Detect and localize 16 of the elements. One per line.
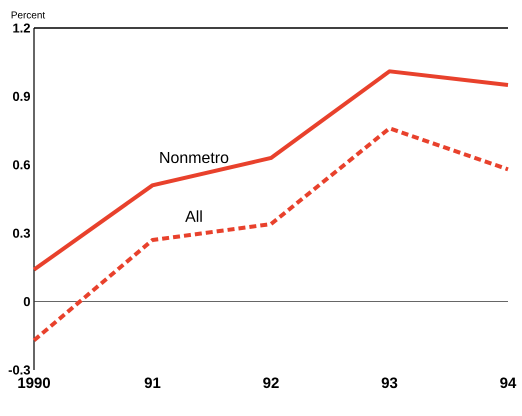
x-tick-label: 91 bbox=[144, 378, 160, 388]
y-tick-label: 0 bbox=[24, 297, 30, 306]
y-tick-label: 0.6 bbox=[12, 160, 30, 170]
y-axis-title: Percent bbox=[12, 12, 46, 18]
x-tick-label: 94 bbox=[500, 378, 516, 388]
y-tick-label: -0.3 bbox=[8, 365, 30, 375]
series-label: Nonmetro bbox=[160, 152, 228, 164]
line-series bbox=[32, 69, 510, 272]
series-label: All bbox=[185, 210, 202, 222]
x-tick-label: 92 bbox=[263, 378, 279, 388]
y-tick-label: 0.9 bbox=[12, 92, 30, 101]
y-tick-label: 1.2 bbox=[13, 23, 30, 33]
x-tick-label: 93 bbox=[382, 378, 398, 388]
y-tick-label: 0.3 bbox=[12, 228, 30, 238]
line-series bbox=[32, 126, 510, 342]
x-tick-label: 1990 bbox=[18, 378, 50, 388]
